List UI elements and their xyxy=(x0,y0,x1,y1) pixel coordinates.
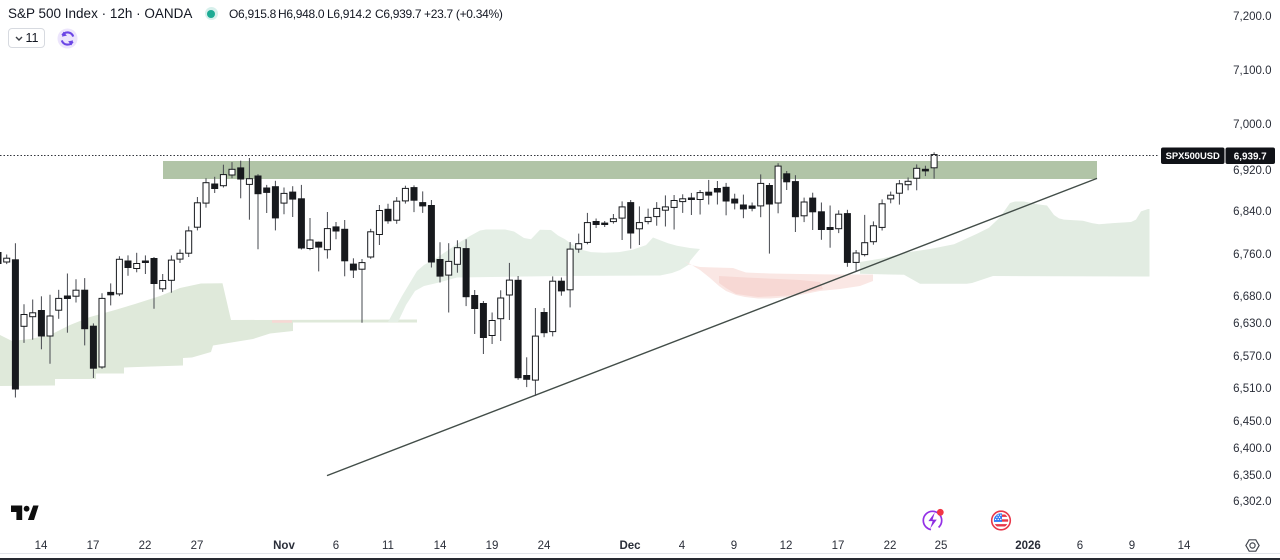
svg-text:6,760.0: 6,760.0 xyxy=(1233,249,1271,261)
svg-text:22: 22 xyxy=(884,540,897,552)
svg-text:7,000.0: 7,000.0 xyxy=(1233,119,1271,131)
svg-text:6,630.0: 6,630.0 xyxy=(1233,318,1271,330)
svg-text:25: 25 xyxy=(935,540,948,552)
svg-text:7,200.0: 7,200.0 xyxy=(1233,11,1271,23)
svg-text:9: 9 xyxy=(731,540,737,552)
svg-text:12: 12 xyxy=(780,540,793,552)
svg-text:7,100.0: 7,100.0 xyxy=(1233,65,1271,77)
svg-text:6,680.0: 6,680.0 xyxy=(1233,291,1271,303)
svg-text:6,939.7: 6,939.7 xyxy=(1234,151,1267,162)
svg-text:2026: 2026 xyxy=(1015,540,1041,552)
svg-text:4: 4 xyxy=(679,540,686,552)
svg-text:Dec: Dec xyxy=(619,540,641,552)
svg-text:6: 6 xyxy=(333,540,339,552)
svg-text:SPX500USD: SPX500USD xyxy=(1166,150,1220,161)
svg-text:6,510.0: 6,510.0 xyxy=(1233,383,1271,395)
svg-text:6,570.0: 6,570.0 xyxy=(1233,351,1271,363)
svg-text:19: 19 xyxy=(486,540,499,552)
svg-text:6,450.0: 6,450.0 xyxy=(1233,416,1271,428)
svg-text:17: 17 xyxy=(832,540,845,552)
svg-text:6,400.0: 6,400.0 xyxy=(1233,443,1271,455)
svg-text:22: 22 xyxy=(139,540,152,552)
svg-text:6,920.0: 6,920.0 xyxy=(1233,165,1271,177)
svg-text:14: 14 xyxy=(434,540,447,552)
svg-text:6: 6 xyxy=(1077,540,1083,552)
svg-text:14: 14 xyxy=(1178,540,1191,552)
svg-text:17: 17 xyxy=(87,540,100,552)
svg-text:9: 9 xyxy=(1129,540,1135,552)
svg-text:27: 27 xyxy=(191,540,204,552)
svg-text:24: 24 xyxy=(538,540,551,552)
svg-text:6,302.0: 6,302.0 xyxy=(1233,496,1271,508)
svg-text:6,350.0: 6,350.0 xyxy=(1233,470,1271,482)
svg-text:14: 14 xyxy=(35,540,48,552)
svg-text:11: 11 xyxy=(382,540,394,552)
svg-text:6,840.0: 6,840.0 xyxy=(1233,206,1271,218)
svg-text:Nov: Nov xyxy=(273,540,295,552)
